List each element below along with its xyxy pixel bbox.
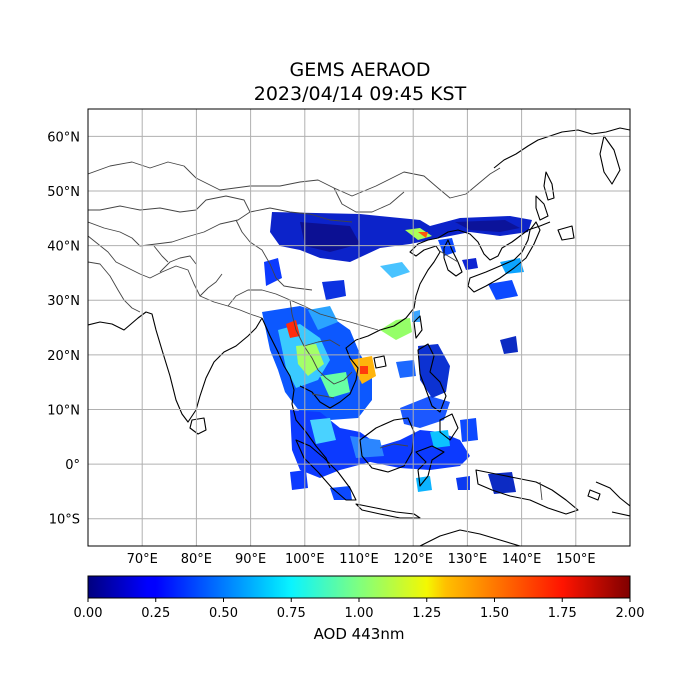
coastlines xyxy=(88,127,630,546)
colorbar-tick-label: 2.00 xyxy=(616,606,645,621)
lat-tick-label: 10°N xyxy=(47,403,80,418)
lon-tick-label: 150°E xyxy=(556,552,596,567)
gridlines xyxy=(88,109,630,546)
lat-tick-label: 50°N xyxy=(47,185,80,200)
colorbar xyxy=(87,575,631,599)
aod-data-layer xyxy=(262,212,532,500)
lon-tick-label: 140°E xyxy=(502,552,542,567)
lat-tick-labels: 60°N 50°N 40°N 30°N 20°N 10°N 0° 10°S xyxy=(47,130,80,527)
lon-tick-label: 120°E xyxy=(393,552,433,567)
lat-tick-label: 10°S xyxy=(49,513,80,528)
chart-title-line2: 2023/04/14 09:45 KST xyxy=(253,83,467,105)
lon-tick-label: 130°E xyxy=(448,552,488,567)
chart-title-line1: GEMS AERAOD xyxy=(289,59,431,81)
country-borders xyxy=(88,161,543,501)
colorbar-tick-label: 0.75 xyxy=(277,606,306,621)
lon-tick-label: 80°E xyxy=(181,552,212,567)
lon-tick-label: 70°E xyxy=(127,552,158,567)
colorbar-tick-label: 0.50 xyxy=(209,606,238,621)
lon-tick-label: 90°E xyxy=(235,552,266,567)
lat-tick-label: 60°N xyxy=(47,130,80,145)
colorbar-tick-label: 1.50 xyxy=(480,606,509,621)
colorbar-tick-label: 0.25 xyxy=(141,606,170,621)
lat-tick-label: 0° xyxy=(65,458,80,473)
map-border xyxy=(87,108,631,547)
colorbar-tick-label: 0.00 xyxy=(74,606,103,621)
colorbar-tick-label: 1.75 xyxy=(548,606,577,621)
colorbar-tick-labels: 0.00 0.25 0.50 0.75 1.00 1.25 1.50 1.75 2.00 xyxy=(74,598,645,621)
lat-tick-label: 30°N xyxy=(47,294,80,309)
lon-tick-label: 110°E xyxy=(339,552,379,567)
lon-tick-label: 100°E xyxy=(285,552,325,567)
lon-tick-labels: 70°E 80°E 90°E 100°E 110°E 120°E 130°E 140°E 150… xyxy=(127,552,596,567)
colorbar-tick-label: 1.00 xyxy=(345,606,374,621)
lat-tick-label: 20°N xyxy=(47,349,80,364)
lat-tick-label: 40°N xyxy=(47,240,80,255)
colorbar-label: AOD 443nm xyxy=(314,625,405,643)
colorbar-tick-label: 1.25 xyxy=(412,606,441,621)
